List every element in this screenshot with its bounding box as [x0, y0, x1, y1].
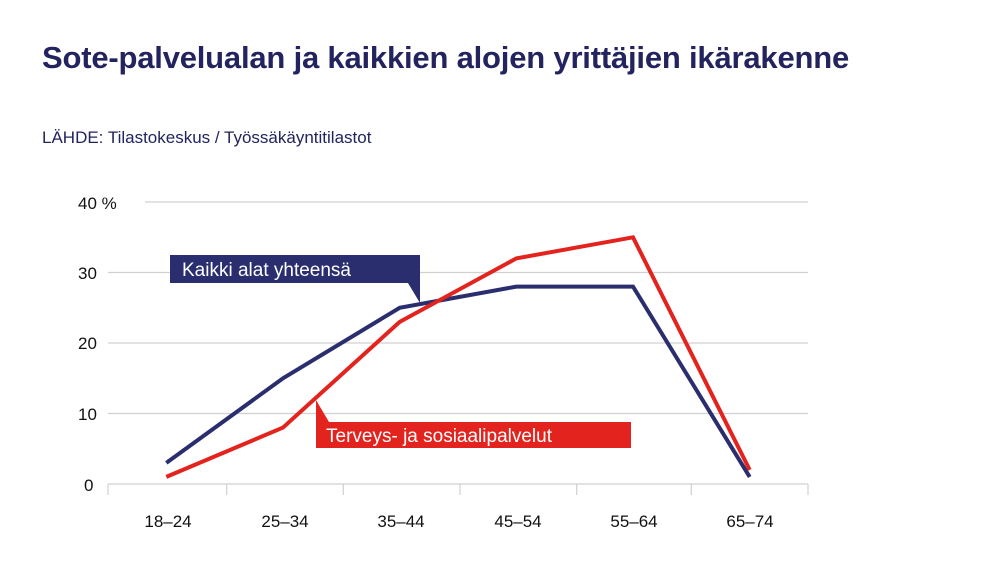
- y-tick-label: 40 %: [78, 194, 117, 213]
- x-tick-label: 55–64: [610, 512, 657, 531]
- x-tick-label: 25–34: [261, 512, 308, 531]
- y-tick-label: 30: [78, 264, 97, 283]
- x-tick-label: 45–54: [494, 512, 541, 531]
- chart-source: LÄHDE: Tilastokeskus / Työssäkäyntitilas…: [42, 128, 372, 147]
- y-tick-label: 0: [84, 476, 93, 495]
- callout-box: [316, 400, 631, 448]
- series-line-all-industries: [165, 284, 752, 478]
- callout-box: [170, 255, 420, 303]
- x-tick-label: 35–44: [377, 512, 424, 531]
- callout-all-industries: Kaikki alat yhteensä: [170, 255, 420, 303]
- y-axis-labels: 40 % 30 20 10 0: [78, 194, 117, 495]
- x-axis-labels: 18–24 25–34 35–44 45–54 55–64 65–74: [144, 512, 773, 531]
- callout-label: Kaikki alat yhteensä: [182, 260, 351, 281]
- series-line-health-social: [165, 235, 752, 479]
- chart-title: Sote-palvelualan ja kaikkien alojen yrit…: [42, 40, 850, 75]
- x-tick-label: 18–24: [144, 512, 191, 531]
- x-tick-label: 65–74: [726, 512, 773, 531]
- callout-label: Terveys- ja sosiaalipalvelut: [326, 426, 553, 447]
- y-tick-label: 20: [78, 334, 97, 353]
- y-tick-label: 10: [78, 405, 97, 424]
- callout-health-social: Terveys- ja sosiaalipalvelut: [316, 400, 631, 448]
- x-tick-marks: [107, 484, 809, 495]
